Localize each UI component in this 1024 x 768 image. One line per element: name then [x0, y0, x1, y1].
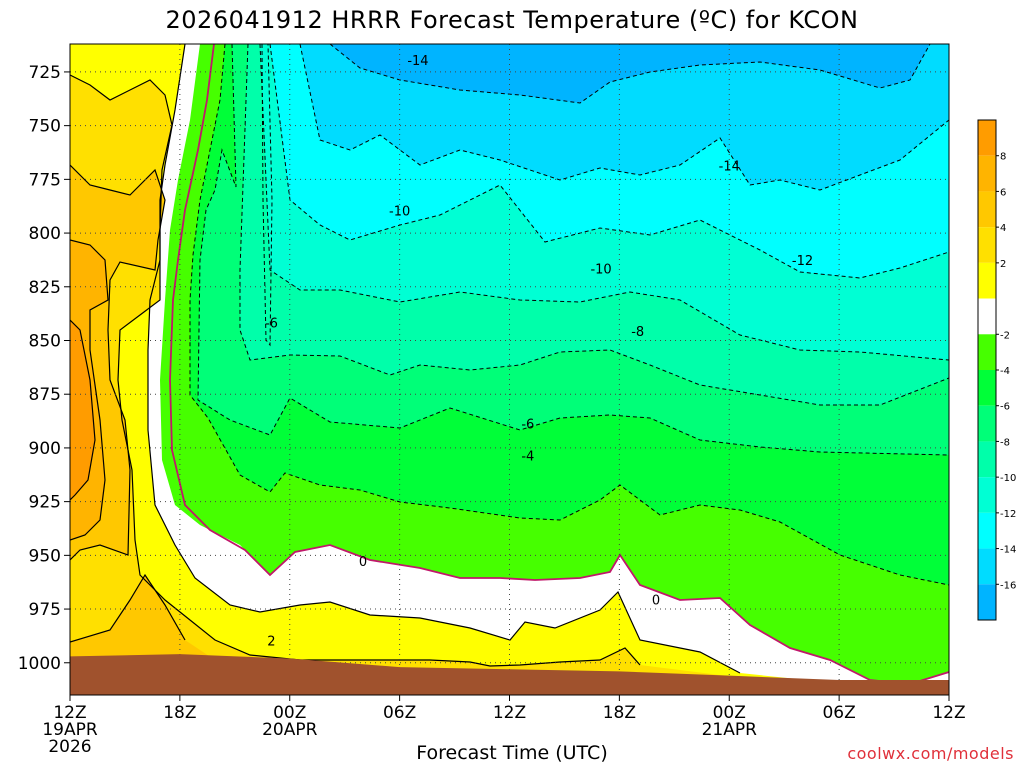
contour-label-4: -12: [792, 254, 813, 269]
x-tick-label-0-2: 2026: [48, 737, 91, 757]
colorbar-swatch-0: [978, 120, 996, 156]
y-tick-label-900: 900: [29, 439, 61, 459]
contour-line-6: [70, 164, 166, 561]
x-tick-label-4-0: 12Z: [493, 703, 526, 723]
y-tick-label-950: 950: [29, 546, 61, 566]
contour-label-1: -14: [719, 159, 740, 174]
contour-label-7: -6: [521, 417, 534, 432]
contour-label-8: -4: [521, 450, 534, 465]
x-tick-label-3-0: 06Z: [383, 703, 416, 723]
colorbar-label-9: -12: [1000, 509, 1016, 520]
colorbar-label-7: -8: [1000, 437, 1010, 448]
y-axis: 725 750 775 800 825 850 875 900 925 950 975 1000: [18, 63, 70, 674]
y-tick-label-750: 750: [29, 117, 61, 137]
colorbar-swatch-11: [978, 512, 996, 549]
contour-line-2: [147, 44, 741, 674]
colorbar-label-3: 2: [1000, 259, 1006, 270]
colorbar-label-0: 8: [1000, 152, 1006, 163]
terrain-surface: [70, 654, 949, 695]
contour-line-minus6: [239, 44, 949, 406]
contour-labels: -14 -14 -10 -10 -12 -8 -6 -6 -4 0 0 2: [265, 54, 813, 649]
colorbar-swatch-10: [978, 477, 996, 513]
contour-label-10: 0: [652, 593, 660, 608]
colorbar-label-11: -16: [1000, 580, 1016, 591]
y-tick-label-825: 825: [29, 278, 61, 298]
colorbar-swatch-9: [978, 441, 996, 478]
y-tick-label-925: 925: [29, 493, 61, 513]
x-tick-label-2-1: 20APR: [262, 720, 318, 740]
contour-label-2: -10: [389, 205, 410, 220]
colorbar-label-8: -10: [1000, 473, 1016, 484]
x-tick-label-1-0: 18Z: [163, 703, 196, 723]
contour-label-3: -10: [590, 263, 611, 278]
contour-line-minus14: [329, 44, 931, 104]
credit-text: coolwx.com/models: [847, 744, 1014, 763]
y-tick-label-875: 875: [29, 385, 61, 405]
contour-label-5: -8: [631, 325, 644, 340]
colorbar-swatch-8: [978, 405, 996, 442]
chart-title: 2026041912 HRRR Forecast Temperature (ºC…: [165, 6, 859, 34]
contour-line-0: [169, 44, 949, 685]
colorbar-swatch-3: [978, 227, 996, 263]
y-tick-label-975: 975: [29, 600, 61, 620]
x-tick-label-8-0: 12Z: [932, 703, 965, 723]
y-tick-label-850: 850: [29, 331, 61, 351]
colorbar-swatch-4: [978, 262, 996, 299]
colorbar-label-10: -14: [1000, 545, 1016, 556]
contour-label-11: 2: [267, 634, 275, 649]
colorbar-swatch-2: [978, 191, 996, 228]
contour-line-minus4: [197, 44, 949, 456]
band-0-to-minus2: [70, 44, 949, 695]
colorbar-label-1: 6: [1000, 187, 1006, 198]
colorbar-swatch-1: [978, 155, 996, 192]
y-tick-label-725: 725: [29, 63, 61, 83]
colorbar-swatch-6: [978, 334, 996, 370]
contour-line-8: [70, 239, 109, 541]
colorbar-label-4: -2: [1000, 330, 1010, 341]
x-axis-title: Forecast Time (UTC): [416, 742, 608, 764]
colorbar-swatch-5: [978, 298, 996, 335]
colorbar-swatch-7: [978, 370, 996, 406]
x-tick-label-6-0: 00Z: [713, 703, 746, 723]
colorbar-legend: 8 6 4 2 -2 -4 -6 -8 -10 -12 -14 -16: [977, 119, 1016, 621]
band-warmest: [70, 320, 95, 500]
colorbar-label-2: 4: [1000, 223, 1006, 234]
x-tick-label-0-1: 19APR: [42, 720, 98, 740]
x-tick-label-2-0: 00Z: [273, 703, 306, 723]
colorbar-swatch-13: [978, 584, 996, 620]
contour-label-9: 0: [359, 555, 367, 570]
x-tick-label-6-1: 21APR: [702, 720, 758, 740]
x-tick-label-0-0: 12Z: [53, 703, 86, 723]
y-tick-label-1000: 1000: [18, 654, 61, 674]
x-tick-label-5-0: 18Z: [603, 703, 636, 723]
y-tick-label-775: 775: [29, 170, 61, 190]
contour-line-minus8: [259, 44, 949, 361]
grid-lines: [70, 44, 949, 695]
contour-line-4: [70, 74, 641, 667]
contour-line-minus2: [189, 44, 949, 586]
contour-line-minus12: [299, 44, 949, 191]
contour-line-10: [70, 319, 96, 501]
band-8-to-6-lower: [70, 575, 215, 660]
colorbar-label-6: -6: [1000, 402, 1010, 413]
contour-label-6: -6: [265, 316, 278, 331]
contour-line-6-lower: [70, 573, 186, 643]
x-tick-label-7-0: 06Z: [822, 703, 855, 723]
y-tick-label-800: 800: [29, 224, 61, 244]
contour-line-minus10: [269, 44, 949, 279]
contour-label-0: -14: [407, 54, 428, 69]
colorbar-swatch-12: [978, 548, 996, 585]
colorbar-label-5: -4: [1000, 366, 1010, 377]
